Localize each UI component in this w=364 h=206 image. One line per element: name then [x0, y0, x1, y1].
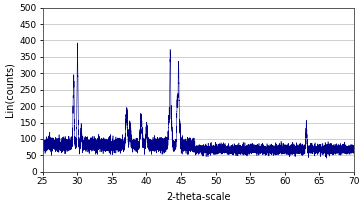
Y-axis label: Lin(counts): Lin(counts) [4, 62, 14, 117]
X-axis label: 2-theta-scale: 2-theta-scale [166, 192, 230, 202]
